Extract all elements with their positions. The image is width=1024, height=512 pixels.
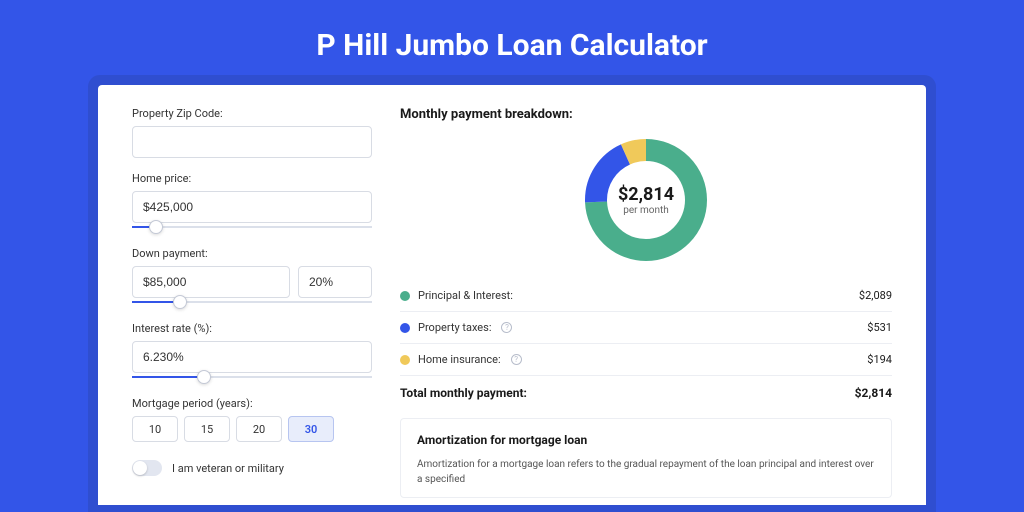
slider-track (132, 226, 372, 228)
veteran-toggle[interactable] (132, 460, 162, 476)
slider-thumb[interactable] (173, 295, 187, 309)
down-payment-label: Down payment: (132, 247, 372, 260)
legend-dot (400, 323, 410, 333)
field-interest: Interest rate (%): (132, 322, 372, 383)
amortization-title: Amortization for mortgage loan (417, 433, 875, 447)
amortization-body: Amortization for a mortgage loan refers … (417, 457, 875, 487)
breakdown-column: Monthly payment breakdown: $2,814 per mo… (400, 107, 892, 505)
legend-dot (400, 291, 410, 301)
breakdown-title: Monthly payment breakdown: (400, 107, 892, 122)
field-down-payment: Down payment: (132, 247, 372, 308)
interest-slider[interactable] (132, 371, 372, 383)
breakdown-value: $2,089 (859, 289, 892, 302)
veteran-label: I am veteran or military (172, 462, 284, 475)
breakdown-label: Principal & Interest: (418, 289, 513, 302)
total-value: $2,814 (855, 386, 892, 400)
down-payment-slider[interactable] (132, 296, 372, 308)
donut-sub: per month (623, 205, 669, 216)
interest-input[interactable] (132, 341, 372, 373)
field-home-price: Home price: (132, 172, 372, 233)
slider-thumb[interactable] (149, 220, 163, 234)
amortization-box: Amortization for mortgage loan Amortizat… (400, 418, 892, 498)
info-icon[interactable]: ? (511, 354, 522, 365)
page-title: P Hill Jumbo Loan Calculator (0, 0, 1024, 85)
field-zip: Property Zip Code: (132, 107, 372, 158)
period-options: 10152030 (132, 416, 372, 442)
donut-wrap: $2,814 per month (400, 132, 892, 280)
period-label: Mortgage period (years): (132, 397, 372, 410)
breakdown-row-home_insurance: Home insurance:? $194 (400, 344, 892, 376)
down-payment-pct-input[interactable] (298, 266, 372, 298)
toggle-knob (133, 461, 147, 475)
period-option-10[interactable]: 10 (132, 416, 178, 442)
period-option-20[interactable]: 20 (236, 416, 282, 442)
donut-chart: $2,814 per month (584, 138, 708, 262)
breakdown-label: Property taxes: (418, 321, 491, 334)
info-icon[interactable]: ? (501, 322, 512, 333)
donut-amount: $2,814 (618, 184, 674, 205)
breakdown-value: $194 (867, 353, 892, 366)
breakdown-value: $531 (867, 321, 892, 334)
slider-thumb[interactable] (197, 370, 211, 384)
period-option-30[interactable]: 30 (288, 416, 334, 442)
breakdown-list: Principal & Interest: $2,089 Property taxe… (400, 280, 892, 376)
calculator-card: Property Zip Code: Home price: Down paym… (98, 85, 926, 505)
legend-dot (400, 355, 410, 365)
period-option-15[interactable]: 15 (184, 416, 230, 442)
home-price-input[interactable] (132, 191, 372, 223)
field-period: Mortgage period (years): 10152030 (132, 397, 372, 442)
breakdown-row-principal_interest: Principal & Interest: $2,089 (400, 280, 892, 312)
breakdown-label: Home insurance: (418, 353, 501, 366)
total-label: Total monthly payment: (400, 386, 527, 400)
home-price-label: Home price: (132, 172, 372, 185)
total-row: Total monthly payment: $2,814 (400, 376, 892, 418)
home-price-slider[interactable] (132, 221, 372, 233)
veteran-row: I am veteran or military (132, 456, 372, 476)
breakdown-row-property_taxes: Property taxes:? $531 (400, 312, 892, 344)
form-column: Property Zip Code: Home price: Down paym… (132, 107, 372, 505)
zip-label: Property Zip Code: (132, 107, 372, 120)
down-payment-input[interactable] (132, 266, 290, 298)
zip-input[interactable] (132, 126, 372, 158)
slider-fill (132, 376, 204, 378)
interest-label: Interest rate (%): (132, 322, 372, 335)
